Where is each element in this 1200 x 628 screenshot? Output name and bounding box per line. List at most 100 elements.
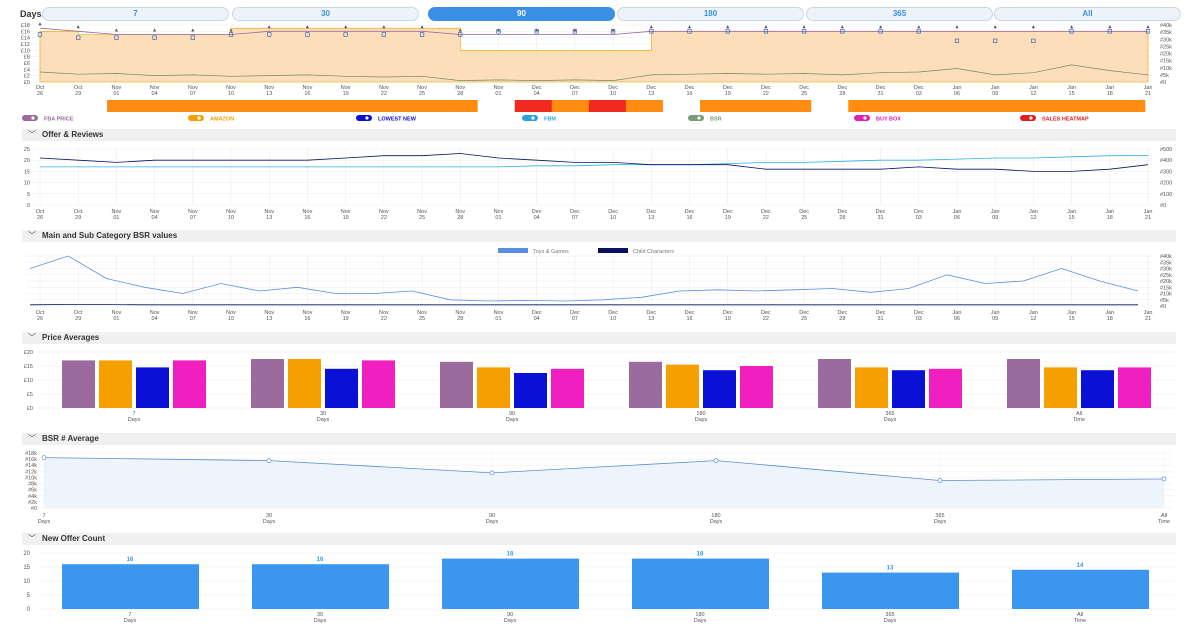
offer-reviews-chart: 2520151050#500#400#300#200#100#0Oct26Oct… bbox=[24, 147, 1172, 221]
bsr-average-chart: #18k#16k#14k#12k#10k#8k#6k#4k#2k#07Days3… bbox=[25, 451, 1172, 525]
days-button-all[interactable]: All bbox=[994, 7, 1181, 21]
buy-box-marker bbox=[879, 25, 883, 29]
sales-heatmap-cell bbox=[440, 100, 479, 112]
y-tick-label: #16k bbox=[25, 457, 37, 463]
y-tick-label: £12 bbox=[21, 42, 30, 48]
x-tick-label-month: Jan bbox=[1029, 310, 1038, 316]
lowest-new-point bbox=[1107, 29, 1112, 34]
x-tick-label-day: 15 bbox=[1069, 316, 1075, 322]
buy-box-marker bbox=[955, 25, 959, 29]
x-tick-label: Days bbox=[38, 519, 51, 525]
y-tick-label: #10k bbox=[25, 475, 37, 481]
x-tick-label-month: Jan bbox=[1105, 85, 1114, 91]
x-tick-label-month: Nov bbox=[112, 310, 122, 316]
x-tick-label-day: 03 bbox=[916, 91, 922, 97]
buy-box-marker bbox=[840, 25, 844, 29]
x-tick-label: Time bbox=[1073, 417, 1085, 423]
lowest-new-point bbox=[725, 29, 730, 34]
legend-label: LOWEST NEW bbox=[378, 117, 417, 123]
x-tick-label-month: Nov bbox=[188, 209, 198, 215]
bsr-average-line bbox=[43, 457, 1165, 481]
x-tick-label-day: 01 bbox=[495, 316, 501, 322]
x-tick-label: Days bbox=[504, 618, 517, 624]
chevron-down-icon[interactable]: ﹀ bbox=[28, 333, 36, 342]
section-new-offer-count[interactable]: ﹀ New Offer Count bbox=[22, 533, 1176, 545]
y-tick-label: #14k bbox=[25, 463, 37, 469]
bar bbox=[62, 564, 199, 609]
x-tick-label-day: 19 bbox=[725, 316, 731, 322]
lowest-new-point bbox=[305, 32, 310, 37]
x-tick-label-day: 10 bbox=[610, 316, 616, 322]
x-tick-label-day: 31 bbox=[877, 316, 883, 322]
lowest-new-point bbox=[1069, 29, 1074, 34]
y-tick-label: £15 bbox=[24, 364, 33, 370]
x-tick-label-day: 04 bbox=[152, 91, 158, 97]
section-price-averages[interactable]: ﹀ Price Averages bbox=[22, 332, 1176, 344]
section-title: Price Averages bbox=[42, 333, 100, 342]
section-offer-reviews[interactable]: ﹀ Offer & Reviews bbox=[22, 129, 1176, 141]
y-right-tick-label: #40k bbox=[1160, 254, 1172, 260]
days-button-7[interactable]: 7 bbox=[42, 7, 229, 21]
x-tick-label-day: 12 bbox=[1030, 316, 1036, 322]
x-tick-label-month: Dec bbox=[876, 310, 886, 316]
x-tick-label-month: Dec bbox=[685, 85, 695, 91]
x-tick-label-day: 26 bbox=[37, 91, 43, 97]
x-tick-label-day: 10 bbox=[228, 91, 234, 97]
legend-toggle-dot bbox=[197, 116, 201, 120]
section-bsr-average[interactable]: ﹀ BSR # Average bbox=[22, 433, 1176, 445]
x-tick-label-month: Jan bbox=[1029, 85, 1038, 91]
section-bsr-values[interactable]: ﹀ Main and Sub Category BSR values bbox=[22, 230, 1176, 242]
x-tick-label-day: 07 bbox=[190, 316, 196, 322]
x-tick-label-day: 22 bbox=[381, 316, 387, 322]
legend-toggle-dot bbox=[1029, 116, 1033, 120]
y-right-tick-label: #0 bbox=[1160, 203, 1166, 209]
days-button-90[interactable]: 90 bbox=[428, 7, 615, 21]
chevron-down-icon[interactable]: ﹀ bbox=[28, 434, 36, 443]
chevron-down-icon[interactable]: ﹀ bbox=[28, 130, 36, 139]
x-tick-label-day: 07 bbox=[190, 91, 196, 97]
buy-box-marker bbox=[1031, 25, 1035, 29]
sales-heatmap-cell bbox=[885, 100, 923, 112]
x-tick-label-day: 10 bbox=[228, 215, 234, 221]
days-button-30[interactable]: 30 bbox=[232, 7, 419, 21]
chevron-down-icon[interactable]: ﹀ bbox=[28, 534, 36, 543]
y-tick-label: 20 bbox=[23, 551, 30, 557]
x-tick-label-day: 22 bbox=[381, 215, 387, 221]
x-tick-label-month: Dec bbox=[646, 310, 656, 316]
buy-box-marker bbox=[1070, 25, 1074, 29]
x-tick-label: 90 bbox=[509, 411, 515, 417]
x-tick-label: Days bbox=[506, 417, 519, 423]
x-tick-label: 365 bbox=[935, 513, 944, 519]
legend-label: Child Characters bbox=[633, 249, 674, 255]
x-tick-label-day: 18 bbox=[1107, 215, 1113, 221]
bsr-average-point bbox=[1161, 476, 1167, 482]
chevron-down-icon[interactable]: ﹀ bbox=[28, 231, 36, 240]
bar bbox=[362, 360, 395, 408]
bar bbox=[929, 368, 962, 408]
sales-heatmap-cell bbox=[366, 100, 405, 112]
sales-heatmap-cell bbox=[218, 100, 256, 112]
x-tick-label-month: Dec bbox=[608, 310, 618, 316]
x-tick-label-day: 25 bbox=[801, 91, 807, 97]
buy-box-marker bbox=[802, 25, 806, 29]
legend-toggle-dot bbox=[697, 116, 701, 120]
x-tick-label-month: Nov bbox=[112, 85, 122, 91]
x-tick-label-month: Nov bbox=[264, 209, 274, 215]
x-tick-label-day: 09 bbox=[992, 91, 998, 97]
x-tick-label-month: Dec bbox=[876, 209, 886, 215]
sales-heatmap-cell bbox=[1070, 100, 1109, 112]
x-tick-label-month: Jan bbox=[1067, 310, 1076, 316]
x-tick-label-month: Dec bbox=[570, 209, 580, 215]
x-tick-label: 30 bbox=[317, 612, 323, 618]
days-button-180[interactable]: 180 bbox=[617, 7, 804, 21]
x-tick-label-month: Nov bbox=[455, 310, 465, 316]
bar bbox=[136, 367, 169, 408]
bar bbox=[477, 367, 510, 408]
x-tick-label: 30 bbox=[266, 513, 272, 519]
rating-line bbox=[40, 155, 1148, 168]
x-tick-label-month: Oct bbox=[74, 85, 83, 91]
days-button-365[interactable]: 365 bbox=[806, 7, 993, 21]
bar bbox=[1081, 370, 1114, 408]
y-right-tick-label: #0 bbox=[1160, 304, 1166, 310]
x-tick-label-month: Dec bbox=[914, 310, 924, 316]
